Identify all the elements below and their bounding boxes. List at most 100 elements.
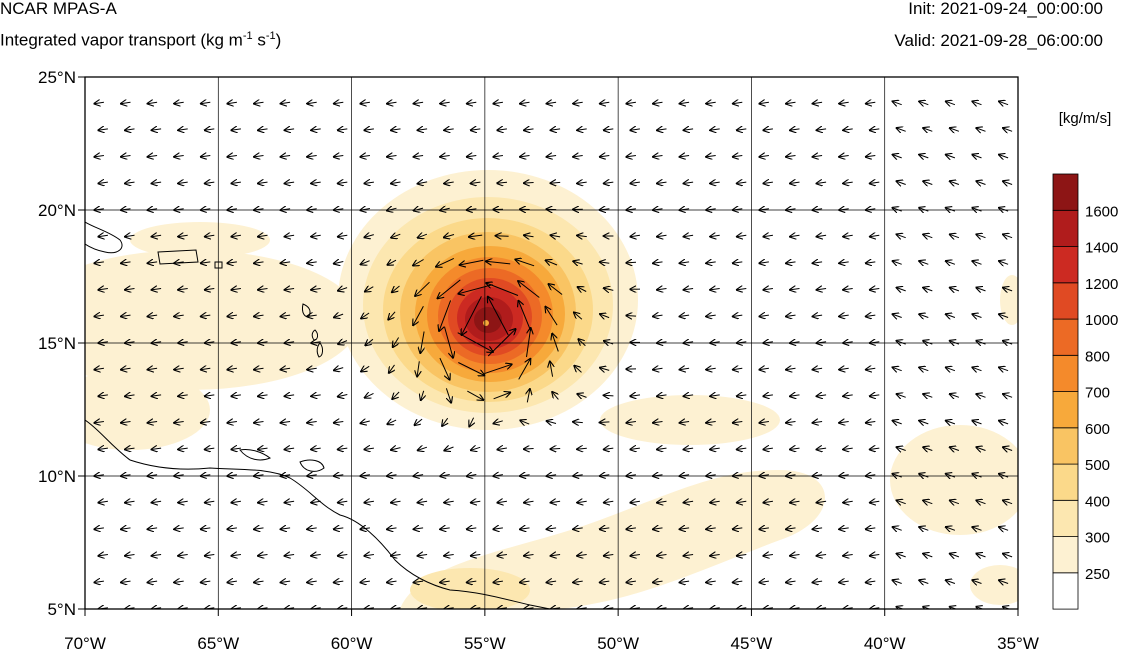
lat-tick-label: 10°N	[38, 467, 76, 486]
colorbar-box	[1052, 209, 1079, 248]
ivt-vector	[258, 182, 268, 183]
ivt-vector	[1003, 181, 1013, 184]
ivt-vector	[710, 448, 720, 449]
ivt-vector	[919, 155, 929, 158]
ivt-vector	[254, 368, 264, 369]
ivt-vector	[284, 289, 295, 290]
ivt-vector	[683, 235, 694, 236]
ivt-vector	[759, 102, 769, 103]
lon-tick-label: 65°W	[197, 634, 239, 653]
ivt-vector	[125, 501, 135, 502]
ivt-vector	[999, 208, 1009, 211]
ivt-vector	[307, 156, 317, 157]
ivt-vector	[866, 581, 876, 582]
lon-tick-label: 55°W	[464, 634, 506, 653]
ivt-vector	[471, 129, 481, 130]
ivt-vector	[972, 580, 982, 583]
ivt-vector	[467, 390, 483, 400]
ivt-vector	[923, 288, 933, 291]
moisture-patch-central	[600, 395, 780, 445]
ivt-vector	[630, 235, 640, 236]
ivt-vector	[550, 501, 561, 502]
ivt-vector	[759, 475, 769, 476]
ivt-vector	[467, 156, 477, 157]
colorbar-level-label: 600	[1085, 421, 1110, 438]
ivt-vector	[866, 102, 876, 103]
ivt-vector	[151, 129, 162, 130]
ivt-vector	[391, 555, 401, 556]
ivt-vector	[573, 261, 583, 264]
ivt-vector	[417, 129, 428, 130]
ivt-vector	[812, 262, 823, 263]
ivt-vector	[520, 156, 530, 157]
ivt-vector	[919, 580, 929, 583]
ivt-vector	[98, 129, 108, 130]
ivt-vector	[626, 156, 636, 157]
ivt-vector	[630, 129, 640, 130]
ivt-vector	[706, 315, 716, 316]
ivt-vector	[121, 368, 131, 369]
ivt-vector	[657, 448, 667, 449]
ivt-vector	[94, 315, 104, 316]
ivt-vector	[892, 261, 902, 264]
ivt-vector	[600, 528, 610, 529]
ivt-vector	[1003, 288, 1013, 291]
colorbar-box	[1052, 318, 1079, 356]
ivt-vector	[334, 262, 344, 264]
ivt-vector	[816, 235, 827, 236]
ivt-vector	[524, 449, 534, 450]
ivt-vector	[786, 315, 796, 316]
ivt-vector	[365, 339, 374, 345]
lat-tick-label: 20°N	[38, 201, 76, 220]
ivt-vector	[763, 342, 773, 343]
ivt-vector	[227, 581, 237, 582]
ivt-vector	[790, 289, 800, 290]
colorbar-level-label: 400	[1085, 493, 1110, 510]
ivt-vector	[147, 634, 157, 635]
ivt-vector	[923, 394, 933, 397]
ivt-vector	[284, 448, 295, 449]
ivt-vector	[919, 527, 929, 530]
ivt-vector	[626, 316, 637, 317]
subtitle-exponent-1: -1	[242, 30, 253, 42]
ivt-vector	[626, 209, 636, 210]
ivt-vector	[896, 447, 906, 450]
ivt-vector	[231, 235, 241, 236]
ivt-vector	[600, 262, 610, 263]
ivt-vector	[487, 329, 516, 357]
ivt-vector	[417, 361, 419, 376]
ivt-vector	[790, 182, 800, 183]
ivt-vector	[759, 581, 769, 582]
ivt-vector	[706, 475, 716, 476]
ivt-vector	[946, 527, 956, 530]
ivt-vector	[147, 581, 158, 582]
ivt-vector	[227, 262, 237, 263]
ivt-vector	[892, 580, 902, 583]
ivt-vector	[461, 296, 482, 335]
ivt-vector	[950, 500, 960, 503]
ivt-vector	[923, 554, 933, 557]
ivt-vector	[311, 235, 321, 236]
ivt-vector	[147, 368, 158, 369]
ivt-vector	[763, 129, 773, 130]
ivt-vector	[763, 289, 773, 290]
ivt-vector	[178, 395, 188, 396]
ivt-vector	[630, 395, 641, 396]
ivt-vector	[497, 555, 507, 556]
ivt-vector	[892, 155, 902, 158]
ivt-vector	[178, 289, 188, 290]
ivt-vector	[125, 448, 135, 449]
ivt-vector	[550, 182, 561, 183]
ivt-vector	[178, 235, 188, 236]
ivt-vector	[311, 555, 321, 556]
ivt-vector	[706, 102, 716, 103]
ivt-vector	[440, 581, 450, 582]
ivt-vector	[816, 289, 827, 290]
colorbar-level-label: 1400	[1085, 240, 1118, 257]
ivt-vector	[493, 528, 503, 529]
ivt-vector	[896, 181, 906, 184]
ivt-vector	[178, 342, 188, 343]
ivt-vector	[577, 235, 587, 236]
ivt-vector	[816, 395, 827, 396]
ivt-vector	[679, 209, 690, 210]
